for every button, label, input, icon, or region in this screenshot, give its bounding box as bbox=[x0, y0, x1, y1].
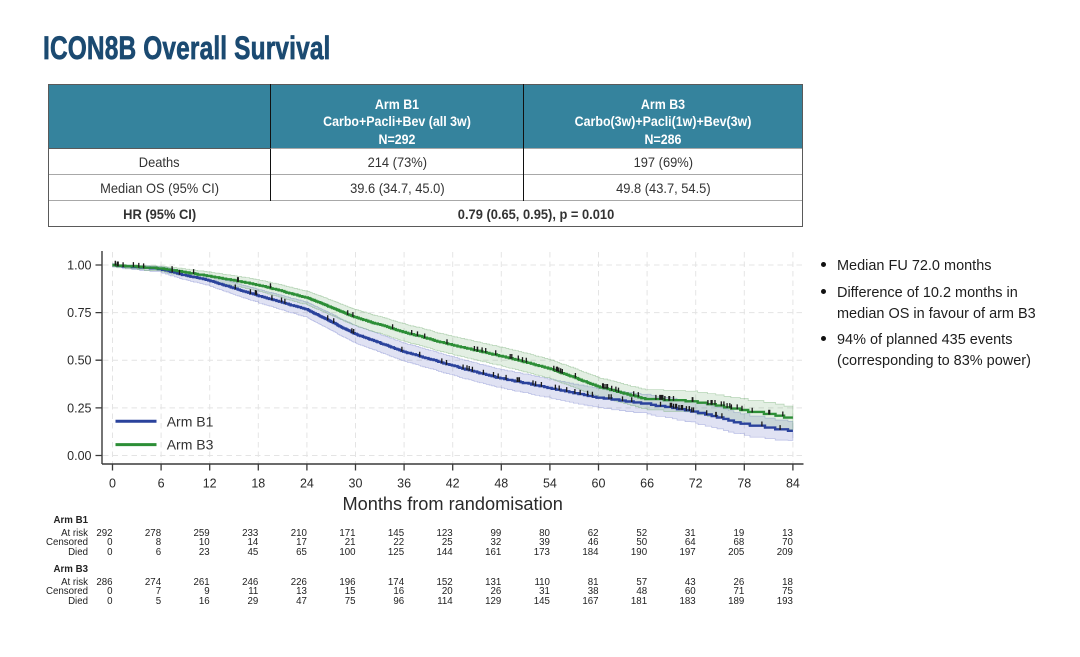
svg-text:Arm B1: Arm B1 bbox=[167, 413, 214, 429]
svg-text:12: 12 bbox=[203, 477, 217, 491]
svg-text:0.00: 0.00 bbox=[67, 449, 91, 463]
svg-text:78: 78 bbox=[737, 477, 751, 491]
svg-text:66: 66 bbox=[640, 477, 654, 491]
svg-text:1.00: 1.00 bbox=[67, 258, 91, 272]
svg-text:Arm B3: Arm B3 bbox=[167, 437, 214, 453]
svg-text:6: 6 bbox=[158, 477, 165, 491]
svg-text:0.75: 0.75 bbox=[67, 306, 91, 320]
svg-text:30: 30 bbox=[349, 477, 363, 491]
svg-text:60: 60 bbox=[592, 477, 606, 491]
svg-text:42: 42 bbox=[446, 477, 460, 491]
svg-text:24: 24 bbox=[300, 477, 314, 491]
svg-text:0.50: 0.50 bbox=[67, 354, 91, 368]
svg-text:72: 72 bbox=[689, 477, 703, 491]
svg-text:18: 18 bbox=[251, 477, 265, 491]
svg-text:36: 36 bbox=[397, 477, 411, 491]
svg-text:Months from randomisation: Months from randomisation bbox=[343, 494, 563, 514]
svg-text:0.25: 0.25 bbox=[67, 401, 91, 415]
svg-text:84: 84 bbox=[786, 477, 800, 491]
svg-text:54: 54 bbox=[543, 477, 557, 491]
svg-text:48: 48 bbox=[494, 477, 508, 491]
svg-text:0: 0 bbox=[109, 477, 116, 491]
